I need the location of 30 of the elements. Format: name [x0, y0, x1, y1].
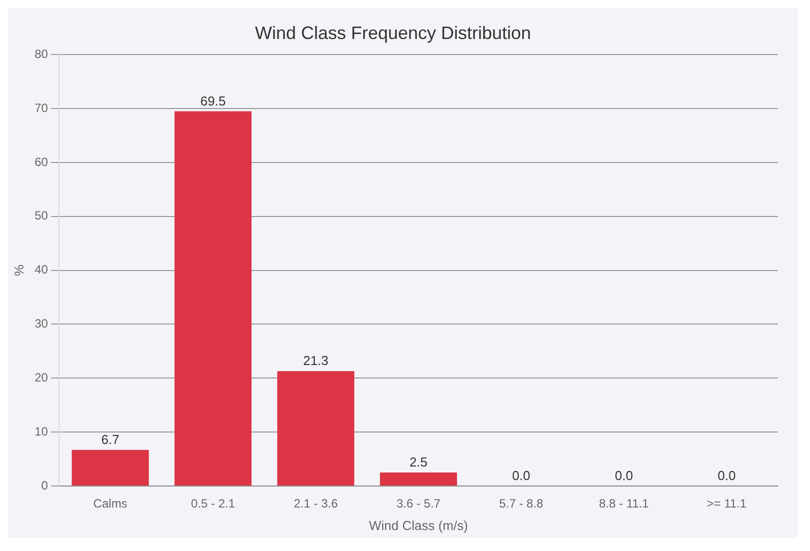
bar	[380, 472, 457, 486]
x-tick-label: 0.5 - 2.1	[191, 496, 236, 511]
x-tick-label: 2.1 - 3.6	[294, 496, 338, 511]
bar	[72, 450, 149, 486]
y-tick-label: 10	[34, 424, 48, 438]
bar	[174, 111, 252, 486]
y-tick-label: 50	[34, 208, 48, 223]
y-tick-label: 80	[34, 46, 48, 61]
x-tick-label: 8.8 - 11.1	[599, 496, 650, 511]
x-tick-label: >= 11.1	[706, 496, 747, 511]
data-label: 0.0	[512, 468, 530, 484]
x-tick-label: Calms	[93, 496, 128, 511]
x-axis-title: Wind Class (m/s)	[368, 518, 468, 533]
data-label: 21.3	[303, 353, 328, 368]
data-label: 0.0	[718, 468, 736, 484]
chart-title: Wind Class Frequency Distribution	[254, 22, 532, 43]
data-label: 6.7	[101, 432, 120, 447]
y-tick-label: 20	[34, 370, 48, 384]
bar	[277, 371, 354, 486]
data-label: 2.5	[409, 454, 428, 470]
y-tick-label: 30	[34, 316, 48, 331]
x-tick-label: 3.6 - 5.7	[396, 496, 441, 511]
data-label: 69.5	[200, 93, 226, 108]
y-tick-label: 70	[34, 100, 48, 115]
y-tick-label: 40	[34, 262, 48, 277]
y-tick-label: 60	[34, 154, 48, 169]
y-tick-label: 0	[41, 478, 48, 492]
y-axis-title: %	[11, 264, 26, 276]
x-tick-label: 5.7 - 8.8	[499, 496, 544, 511]
data-label: 0.0	[614, 468, 633, 484]
